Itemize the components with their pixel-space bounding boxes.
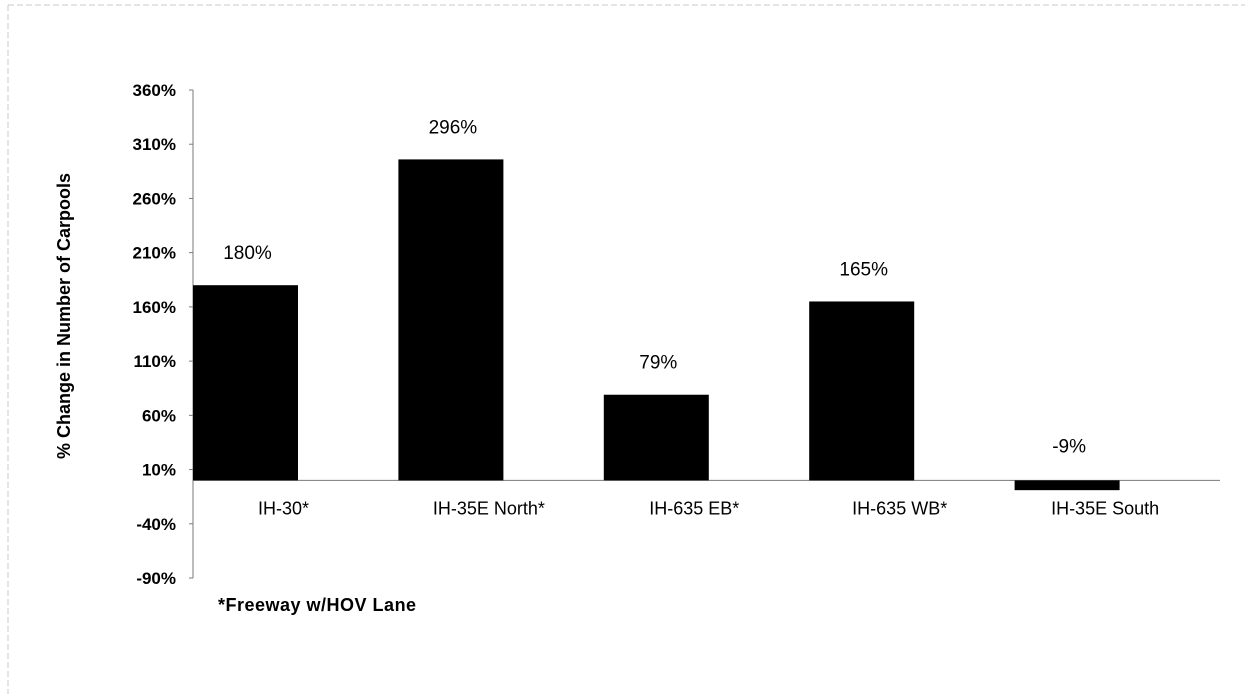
bar — [809, 301, 915, 481]
data-label: -9% — [1052, 436, 1086, 457]
x-tick-label: IH-30* — [258, 498, 309, 518]
bar — [603, 394, 709, 481]
bar — [398, 159, 504, 481]
y-axis-label: % Change in Number of Carpools — [54, 173, 74, 459]
bar — [1014, 480, 1120, 491]
data-label: 79% — [639, 353, 677, 374]
y-tick-label: 260% — [133, 189, 176, 208]
footnote: *Freeway w/HOV Lane — [218, 595, 417, 615]
data-label: 296% — [429, 117, 478, 138]
y-tick-label: 60% — [142, 406, 176, 425]
y-tick-label: 360% — [133, 81, 176, 100]
data-label: 165% — [839, 259, 888, 280]
y-tick-label: 10% — [142, 461, 176, 480]
y-tick-label: 110% — [133, 352, 176, 371]
y-tick-label: -40% — [136, 515, 176, 534]
x-tick-label: IH-35E South — [1051, 498, 1159, 518]
y-tick-label: -90% — [136, 569, 176, 588]
x-tick-label: IH-35E North* — [433, 498, 545, 518]
x-tick-label: IH-635 EB* — [649, 498, 739, 518]
y-tick-label: 210% — [133, 244, 176, 263]
plot-area: -90% -40% 10% 60% 110% 160% 210% 260% 310% 360% 18… — [133, 81, 1220, 588]
y-tick-label: 160% — [133, 298, 176, 317]
bar — [193, 285, 298, 481]
data-label: 180% — [223, 243, 272, 264]
y-tick-label: 310% — [133, 135, 176, 154]
x-tick-label: IH-635 WB* — [852, 498, 947, 518]
